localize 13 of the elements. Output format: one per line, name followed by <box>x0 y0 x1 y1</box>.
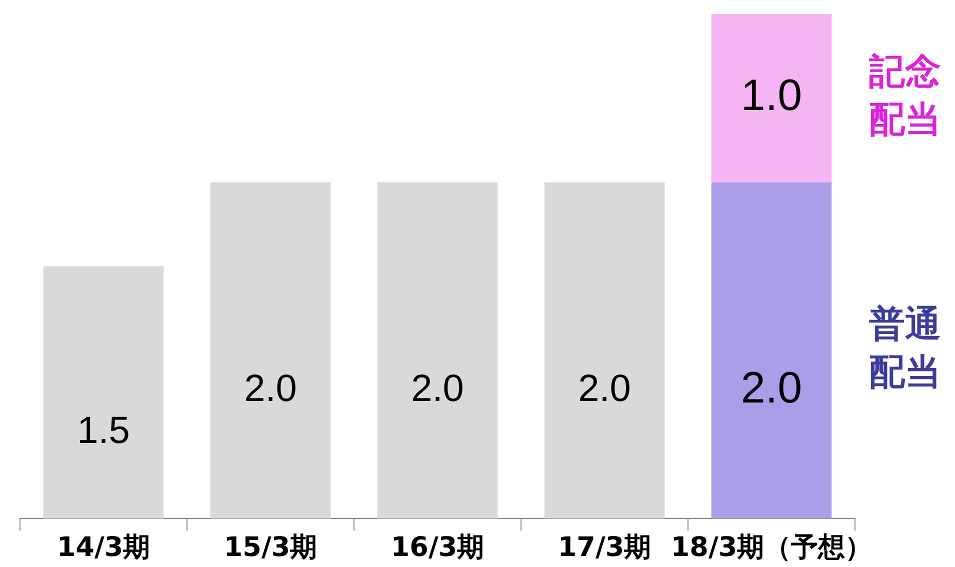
x-tick-label: 14/3期 <box>56 532 150 563</box>
series-label: 記念配当 <box>868 51 941 140</box>
x-tick-label: 15/3期 <box>224 532 318 563</box>
x-tick-label: 17/3期 <box>558 532 652 563</box>
data-label: 2.0 <box>578 368 631 410</box>
data-label: 1.0 <box>740 71 802 120</box>
x-tick-label: 18/3期（予想） <box>670 532 872 563</box>
x-tick-label: 16/3期 <box>390 532 484 563</box>
data-label: 2.0 <box>244 368 297 410</box>
data-label: 2.0 <box>411 368 464 410</box>
data-label: 1.5 <box>77 410 130 452</box>
series-label: 普通配当 <box>869 304 941 393</box>
data-label: 2.0 <box>740 364 802 413</box>
